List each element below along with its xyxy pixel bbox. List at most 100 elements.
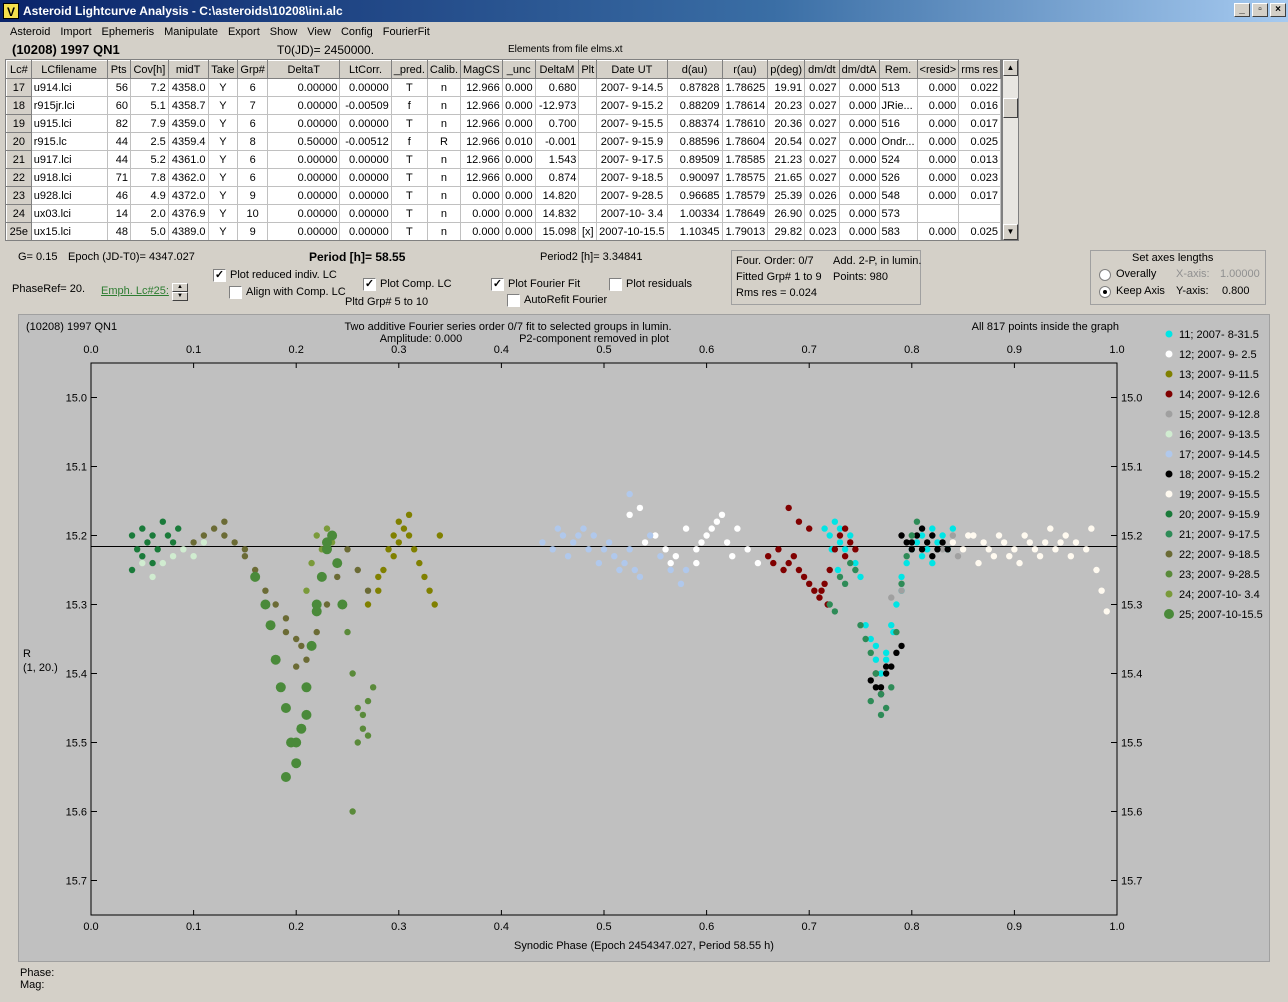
- table-cell[interactable]: r915.lc: [31, 132, 108, 151]
- table-cell[interactable]: Y: [208, 114, 239, 133]
- table-cell[interactable]: 0.017: [958, 186, 1001, 205]
- table-cell[interactable]: Ondr...: [879, 132, 918, 151]
- table-cell[interactable]: 573: [879, 204, 918, 223]
- table-scrollbar[interactable]: ▲ ▼: [1002, 59, 1019, 241]
- table-cell[interactable]: 0.000: [460, 186, 503, 205]
- table-cell[interactable]: [578, 204, 598, 223]
- row-number-cell[interactable]: 19: [6, 114, 32, 133]
- table-cell[interactable]: 0.013: [958, 150, 1001, 169]
- table-cell[interactable]: [578, 132, 598, 151]
- table-cell[interactable]: 7.2: [130, 78, 169, 97]
- table-cell[interactable]: 21.65: [767, 168, 806, 187]
- emph-lc-label[interactable]: Emph. Lc#25:: [101, 285, 169, 297]
- menu-export[interactable]: Export: [227, 26, 260, 38]
- table-cell[interactable]: 20.23: [767, 96, 806, 115]
- table-cell[interactable]: 4389.0: [168, 222, 209, 240]
- table-cell[interactable]: 26.90: [767, 204, 806, 223]
- table-cell[interactable]: 9: [237, 222, 269, 240]
- table-cell[interactable]: 0.00000: [339, 222, 392, 240]
- column-header[interactable]: rms res: [958, 60, 1001, 79]
- table-cell[interactable]: T: [391, 168, 428, 187]
- table-cell[interactable]: [578, 96, 598, 115]
- scroll-down-icon[interactable]: ▼: [1003, 224, 1018, 240]
- table-cell[interactable]: 14.820: [535, 186, 580, 205]
- table-cell[interactable]: ux03.lci: [31, 204, 108, 223]
- table-cell[interactable]: 12.966: [460, 132, 503, 151]
- column-header[interactable]: <resid>: [916, 60, 960, 79]
- table-cell[interactable]: [578, 150, 598, 169]
- menu-ephemeris[interactable]: Ephemeris: [101, 26, 155, 38]
- table-cell[interactable]: 8: [237, 132, 269, 151]
- table-cell[interactable]: 0.027: [804, 150, 840, 169]
- table-cell[interactable]: -0.00512: [339, 132, 392, 151]
- table-cell[interactable]: 21.23: [767, 150, 806, 169]
- table-cell[interactable]: 0.000: [502, 222, 536, 240]
- table-cell[interactable]: T: [391, 114, 428, 133]
- phaseref-label[interactable]: PhaseRef= 20.: [12, 283, 86, 295]
- table-cell[interactable]: 516: [879, 114, 918, 133]
- table-cell[interactable]: 0.000: [839, 132, 880, 151]
- column-header[interactable]: DeltaT: [267, 60, 341, 79]
- table-cell[interactable]: 20.54: [767, 132, 806, 151]
- table-cell[interactable]: 29.82: [767, 222, 806, 240]
- column-header[interactable]: DeltaM: [534, 60, 580, 79]
- column-header[interactable]: dm/dt: [804, 60, 840, 79]
- table-cell[interactable]: 0.027: [804, 96, 840, 115]
- x-axis-value[interactable]: 1.00000: [1220, 268, 1260, 280]
- row-number-cell[interactable]: 25e: [6, 222, 32, 240]
- row-number-cell[interactable]: 20: [6, 132, 32, 151]
- table-cell[interactable]: 0.000: [917, 150, 960, 169]
- table-cell[interactable]: [917, 204, 960, 223]
- table-cell[interactable]: 1.79013: [722, 222, 769, 240]
- table-cell[interactable]: n: [427, 150, 462, 169]
- column-header[interactable]: Cov[h]: [129, 60, 169, 79]
- spin-down-icon[interactable]: ▼: [172, 292, 188, 301]
- table-cell[interactable]: 4358.7: [168, 96, 209, 115]
- table-cell[interactable]: 4359.0: [168, 114, 209, 133]
- column-header[interactable]: Take: [207, 60, 239, 79]
- table-cell[interactable]: 2.0: [130, 204, 169, 223]
- table-cell[interactable]: Y: [208, 96, 239, 115]
- table-cell[interactable]: 12.966: [460, 96, 503, 115]
- table-cell[interactable]: 6: [237, 168, 269, 187]
- minimize-button[interactable]: _: [1234, 3, 1250, 17]
- plot-fourier-checkbox[interactable]: ✓: [491, 278, 504, 291]
- table-cell[interactable]: Y: [208, 204, 239, 223]
- table-cell[interactable]: 0.00000: [267, 186, 341, 205]
- table-cell[interactable]: 0.96685: [667, 186, 723, 205]
- table-cell[interactable]: 0.000: [917, 96, 960, 115]
- row-number-cell[interactable]: 23: [6, 186, 32, 205]
- column-header[interactable]: d(au): [666, 60, 723, 79]
- table-cell[interactable]: 6: [237, 150, 269, 169]
- table-cell[interactable]: 0.000: [839, 114, 880, 133]
- table-cell[interactable]: 25.39: [767, 186, 806, 205]
- table-cell[interactable]: 513: [879, 78, 918, 97]
- table-cell[interactable]: 44: [107, 132, 131, 151]
- column-header[interactable]: Rem.: [878, 60, 918, 79]
- table-cell[interactable]: 0.000: [502, 168, 536, 187]
- table-cell[interactable]: -0.001: [535, 132, 580, 151]
- table-cell[interactable]: 0.700: [535, 114, 580, 133]
- table-cell[interactable]: 2007- 9-17.5: [596, 150, 668, 169]
- scroll-thumb[interactable]: [1003, 98, 1018, 118]
- column-header[interactable]: Calib.: [426, 60, 462, 79]
- table-cell[interactable]: 10: [237, 204, 269, 223]
- table-cell[interactable]: 2007-10-15.5: [596, 222, 668, 240]
- table-cell[interactable]: 0.000: [917, 222, 960, 240]
- table-cell[interactable]: Y: [208, 132, 239, 151]
- table-cell[interactable]: 71: [107, 168, 131, 187]
- table-cell[interactable]: Y: [208, 78, 239, 97]
- table-cell[interactable]: 7: [237, 96, 269, 115]
- table-cell[interactable]: 2007- 9-14.5: [596, 78, 668, 97]
- table-cell[interactable]: 6: [237, 114, 269, 133]
- table-cell[interactable]: 0.027: [804, 78, 840, 97]
- column-header[interactable]: Plt: [578, 60, 598, 79]
- table-cell[interactable]: u928.lci: [31, 186, 108, 205]
- table-cell[interactable]: 15.098: [535, 222, 580, 240]
- table-cell[interactable]: 0.000: [917, 186, 960, 205]
- plot-reduced-checkbox[interactable]: ✓: [213, 269, 226, 282]
- restore-button[interactable]: ▫: [1252, 3, 1268, 17]
- table-cell[interactable]: 0.88209: [667, 96, 723, 115]
